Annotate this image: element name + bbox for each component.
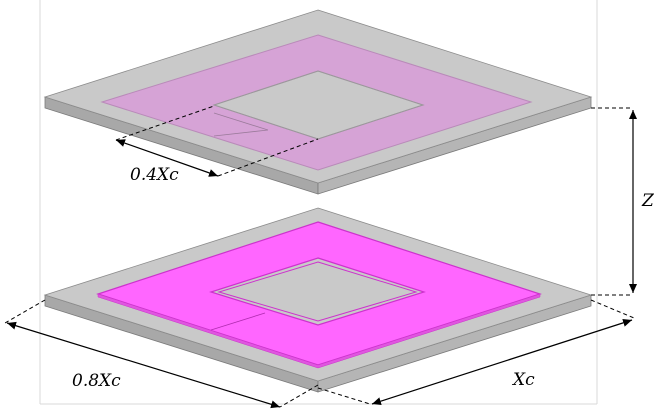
dimension-lines: 0.4Xc Z 0.8Xc Xc	[4, 105, 655, 409]
top-dimension-arrow	[115, 139, 219, 177]
side-dimension-extension-left	[317, 387, 371, 405]
bottom-dimension-extension-left	[4, 299, 46, 324]
bottom-dimension-extension-right	[279, 384, 319, 408]
bottom-coil-thickness	[97, 293, 541, 369]
side-dimension-arrow	[371, 318, 633, 406]
side-dimension-extension-right	[590, 299, 635, 319]
top-dimension-extension-right	[217, 138, 319, 177]
top-dimension-extension-left	[115, 105, 215, 141]
side-dimension-label: Xc	[511, 370, 535, 390]
top-coil-feed-1	[213, 112, 269, 131]
top-dimension-label: 0.4Xc	[130, 165, 179, 185]
bottom-dimension-arrow	[6, 321, 281, 409]
top-plate	[43, 9, 593, 195]
top-coil-feed-2	[213, 129, 269, 137]
gap-dimension-label: Z	[641, 191, 655, 211]
bottom-coil-inner-edge	[217, 261, 418, 322]
bottom-dimension-label: 0.8Xc	[72, 371, 121, 391]
bottom-plate	[43, 207, 593, 393]
